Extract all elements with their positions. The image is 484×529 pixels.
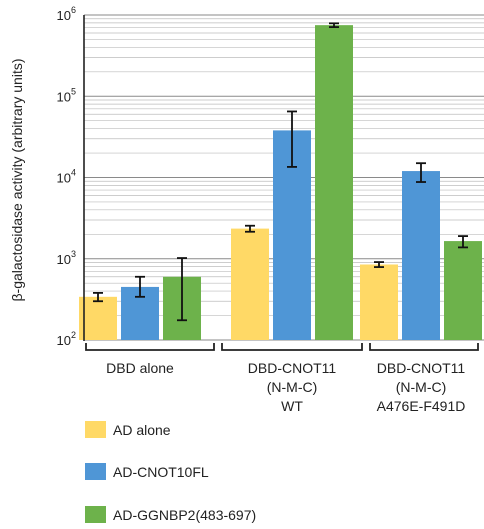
bar — [360, 264, 398, 340]
group-bracket — [369, 343, 479, 351]
category-label: WT — [281, 398, 303, 414]
y-tick-label: 102 — [57, 330, 76, 348]
bar — [402, 171, 440, 340]
category-label: DBD-CNOT11 — [377, 360, 466, 376]
bar — [79, 296, 117, 340]
legend-swatch — [85, 421, 106, 438]
y-tick-label: 106 — [57, 5, 76, 23]
bar — [315, 25, 353, 340]
legend-label: AD-GGNBP2(483-697) — [113, 507, 256, 523]
bar — [231, 228, 269, 340]
category-label: (N-M-C) — [267, 379, 318, 395]
legend: AD alone AD-CNOT10FL AD-GGNBP2(483-697) — [85, 421, 256, 523]
y-tick-label: 103 — [57, 249, 76, 267]
group-bracket — [221, 343, 363, 351]
category-label: DBD alone — [106, 360, 174, 376]
bar — [444, 241, 482, 340]
y-tick-labels: 102 103 104 105 106 — [57, 5, 76, 348]
error-bars — [93, 22, 468, 322]
legend-label: AD-CNOT10FL — [113, 464, 209, 480]
y-tick-label: 105 — [57, 86, 76, 104]
category-labels: DBD alone DBD-CNOT11 (N-M-C) WT DBD-CNOT11 (N… — [85, 343, 479, 414]
legend-swatch — [85, 463, 106, 480]
bars — [79, 25, 482, 340]
legend-label: AD alone — [113, 422, 171, 438]
legend-swatch — [85, 506, 106, 523]
y-axis-title: β-galactosidase activity (arbitrary unit… — [9, 58, 25, 301]
y-tick-label: 104 — [57, 168, 76, 186]
group-bracket — [85, 343, 215, 351]
category-label: (N-M-C) — [396, 379, 447, 395]
category-label: DBD-CNOT11 — [248, 360, 337, 376]
category-label: A476E-F491D — [377, 398, 466, 414]
